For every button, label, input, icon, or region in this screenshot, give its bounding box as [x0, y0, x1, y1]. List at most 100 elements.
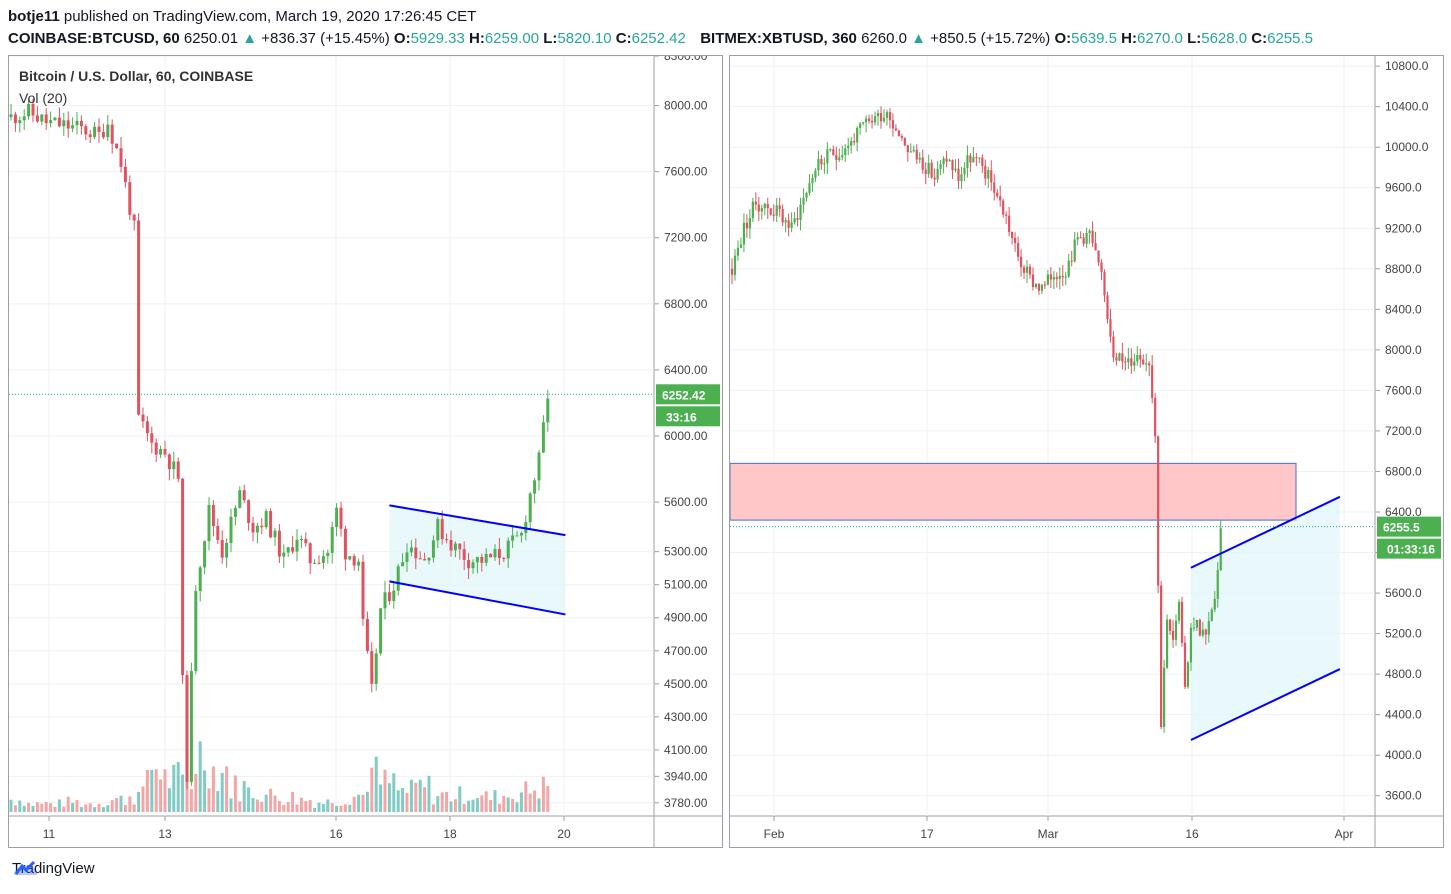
- candle-body: [1085, 232, 1088, 244]
- channel-upper-line: [389, 504, 566, 537]
- candle-body: [216, 526, 220, 541]
- volume-bar: [154, 769, 158, 812]
- right-chart-panel[interactable]: 10800.0 10400.0 10000.0 9600.0 9200.0 8800.0 8…: [729, 55, 1444, 848]
- candle-body: [733, 255, 737, 275]
- candle-body: [906, 145, 909, 153]
- candle-body: [1082, 237, 1085, 244]
- candle-body: [150, 433, 154, 443]
- author-name[interactable]: botje11: [8, 8, 60, 25]
- volume-bar: [247, 787, 251, 812]
- volume-bar: [269, 788, 273, 812]
- candle-body: [506, 540, 510, 559]
- left-up-arrow-icon: ▲: [242, 30, 258, 47]
- candle-body: [1115, 357, 1118, 361]
- candle-body: [427, 557, 431, 561]
- candle-body: [987, 170, 990, 179]
- volume-bar: [216, 791, 220, 812]
- volume-bar: [189, 789, 193, 812]
- volume-bar: [194, 773, 198, 812]
- candle-body: [1025, 266, 1029, 273]
- candle-body: [879, 113, 883, 122]
- candle-body: [1014, 237, 1017, 244]
- candle-body: [885, 112, 889, 118]
- candle-body: [1049, 274, 1052, 280]
- x-tick-label: 16: [329, 827, 343, 841]
- candle-body: [66, 120, 70, 129]
- volume-bar: [198, 741, 202, 812]
- candle-body: [1076, 237, 1079, 240]
- candle-body: [739, 244, 743, 248]
- y-tick-label: 10800.0: [1385, 59, 1429, 73]
- right-symbol[interactable]: BITMEX:XBTUSD, 360: [700, 30, 857, 47]
- candle-body: [948, 160, 951, 162]
- y-tick-label: 7200.0: [1385, 424, 1422, 438]
- volume-bar: [405, 792, 409, 812]
- volume-bar: [299, 797, 303, 812]
- candle-body: [954, 168, 957, 171]
- volume-bar: [484, 791, 488, 812]
- candle-body: [745, 222, 748, 229]
- y-tick-label: 8400.0: [1385, 302, 1422, 316]
- y-tick-label: 5300.00: [664, 545, 708, 559]
- y-tick-label: 5200.0: [1385, 627, 1422, 641]
- candle-body: [189, 671, 193, 782]
- volume-bar: [260, 801, 264, 812]
- volume-bar: [282, 804, 286, 812]
- volume-bar: [326, 799, 330, 812]
- volume-bar: [277, 801, 281, 812]
- candle-body: [365, 618, 369, 652]
- candle-body: [918, 157, 921, 160]
- candle-body: [796, 218, 799, 220]
- candle-body: [115, 143, 119, 149]
- candle-body: [942, 158, 945, 165]
- tradingview-logo[interactable]: TradingView: [12, 860, 95, 877]
- candle-body: [273, 530, 277, 538]
- left-low: 5820.10: [557, 30, 612, 47]
- candle-body: [945, 158, 948, 162]
- candle-body: [392, 590, 396, 602]
- candle-body: [53, 117, 57, 121]
- left-high-label: H:: [468, 30, 485, 47]
- candle-body: [760, 208, 763, 212]
- volume-bar: [308, 799, 312, 812]
- volume-bar: [207, 788, 211, 812]
- candle-body: [1154, 397, 1157, 437]
- candle-body: [870, 120, 874, 123]
- candle-body: [132, 214, 136, 221]
- candle-body: [1106, 295, 1109, 320]
- volume-bar: [53, 806, 57, 812]
- left-legend-volume[interactable]: Vol (20): [19, 90, 68, 106]
- volume-bar: [233, 775, 237, 812]
- left-symbol[interactable]: COINBASE:BTCUSD, 60: [8, 30, 180, 47]
- left-chart-svg[interactable]: 8300.00 8000.00 7600.00 7200.00 6800.00 6400.…: [9, 56, 722, 847]
- right-chart-svg[interactable]: 10800.0 10400.0 10000.0 9600.0 9200.0 8800.0 8…: [730, 56, 1443, 847]
- candle-body: [900, 135, 903, 138]
- volume-bar: [449, 801, 453, 812]
- candle-body: [18, 120, 22, 124]
- candle-body: [969, 155, 972, 163]
- volume-bar: [35, 802, 39, 812]
- candle-body: [832, 149, 835, 156]
- volume-bar: [44, 802, 48, 812]
- candle-body: [44, 114, 48, 124]
- candle-body: [282, 552, 286, 557]
- volume-bar: [185, 781, 189, 812]
- volume-bar: [313, 807, 317, 812]
- candle-body: [489, 553, 493, 558]
- y-tick-label: 6000.00: [664, 429, 708, 443]
- candle-body: [194, 591, 198, 672]
- candle-body: [308, 543, 312, 564]
- volume-bar: [414, 782, 418, 812]
- candle-body: [387, 592, 391, 602]
- candle-body: [321, 556, 325, 564]
- candle-body: [829, 149, 832, 151]
- candle-body: [49, 120, 53, 124]
- volume-bar: [141, 786, 145, 812]
- candle-body: [999, 196, 1002, 201]
- y-tick-label: 10000.0: [1385, 140, 1429, 154]
- candle-body: [1160, 585, 1163, 728]
- left-chart-panel[interactable]: 8300.00 8000.00 7600.00 7200.00 6800.00 6400.…: [8, 55, 723, 848]
- candle-body: [757, 204, 760, 212]
- candle-body: [88, 134, 92, 138]
- candle-body: [817, 158, 820, 171]
